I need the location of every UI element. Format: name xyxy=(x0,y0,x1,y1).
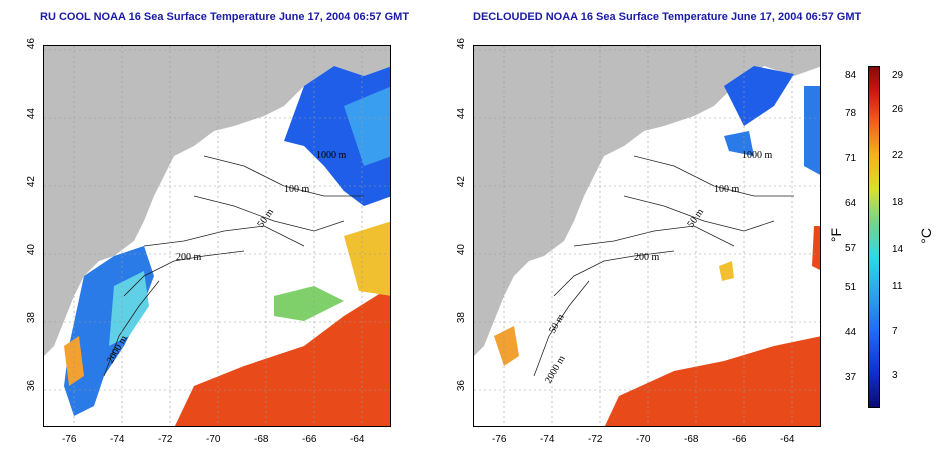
warm-water-south xyxy=(604,336,820,426)
colorbar-c-tick: 22 xyxy=(892,150,904,161)
land-mass xyxy=(44,46,390,356)
colorbar-f-tick: 64 xyxy=(845,198,857,209)
x-tick: -64 xyxy=(780,434,795,445)
x-tick: -66 xyxy=(732,434,747,445)
right-sst-map: 1000 m 100 m 50 m 200 m 50 m 2000 m xyxy=(473,45,821,427)
contour-label-50m: 50 m xyxy=(685,207,706,230)
colorbar-unit-celsius: °C xyxy=(918,228,934,244)
colorbar-f-tick: 57 xyxy=(845,243,857,254)
contour-label-200m: 200 m xyxy=(176,252,202,263)
contour-label-2000m: 2000 m xyxy=(543,354,568,386)
y-tick-40: 40 xyxy=(26,244,37,256)
y-tick-36: 36 xyxy=(26,380,37,392)
x-tick: -68 xyxy=(684,434,699,445)
y-tick-42: 42 xyxy=(26,176,37,188)
y-tick-46: 46 xyxy=(26,38,37,50)
contour-label-50m: 50 m xyxy=(255,207,276,230)
colorbar-f-tick: 37 xyxy=(845,372,857,383)
x-tick: -70 xyxy=(206,434,221,445)
colorbar-unit-fahrenheit: °F xyxy=(828,228,844,243)
colorbar-c-tick: 18 xyxy=(892,197,904,208)
left-map-title: RU COOL NOAA 16 Sea Surface Temperature … xyxy=(40,11,410,23)
land-mass xyxy=(474,46,820,356)
x-tick: -64 xyxy=(350,434,365,445)
contour-label-100m: 100 m xyxy=(284,184,310,195)
contour-label-1000m: 1000 m xyxy=(316,150,347,161)
contour-label-200m: 200 m xyxy=(634,252,660,263)
contour-label-1000m: 1000 m xyxy=(742,150,773,161)
colorbar-c-tick: 29 xyxy=(892,70,904,81)
left-sst-map: 1000 m 100 m 50 m 200 m 2000 m xyxy=(43,45,391,427)
colorbar-f-tick: 84 xyxy=(845,70,857,81)
y-tick-46: 46 xyxy=(456,38,467,50)
y-tick-40: 40 xyxy=(456,244,467,256)
colorbar-c-tick: 3 xyxy=(892,370,898,381)
y-tick-36: 36 xyxy=(456,380,467,392)
colorbar-f-tick: 78 xyxy=(845,108,857,119)
y-tick-44: 44 xyxy=(456,108,467,120)
x-tick: -76 xyxy=(62,434,77,445)
colorbar-c-tick: 7 xyxy=(892,326,898,337)
y-tick-38: 38 xyxy=(26,312,37,324)
cold-water-ne xyxy=(724,66,794,126)
x-tick: -74 xyxy=(110,434,125,445)
colorbar-c-tick: 11 xyxy=(892,281,903,292)
colorbar-f-tick: 44 xyxy=(845,327,857,338)
x-tick: -72 xyxy=(588,434,603,445)
colorbar-f-tick: 51 xyxy=(845,282,857,293)
y-tick-44: 44 xyxy=(26,108,37,120)
contour-label-50m-south: 50 m xyxy=(547,312,567,335)
colorbar-c-tick: 14 xyxy=(892,244,904,255)
y-tick-38: 38 xyxy=(456,312,467,324)
x-tick: -70 xyxy=(636,434,651,445)
right-map-title: DECLOUDED NOAA 16 Sea Surface Temperatur… xyxy=(473,11,862,23)
x-tick: -68 xyxy=(254,434,269,445)
contour-label-100m: 100 m xyxy=(714,184,740,195)
x-tick: -72 xyxy=(158,434,173,445)
x-tick: -76 xyxy=(492,434,507,445)
x-tick: -66 xyxy=(302,434,317,445)
colorbar-c-tick: 26 xyxy=(892,104,904,115)
colorbar-f-tick: 71 xyxy=(845,153,857,164)
x-tick: -74 xyxy=(540,434,555,445)
warm-water-south xyxy=(174,287,390,426)
y-tick-42: 42 xyxy=(456,176,467,188)
temperature-colorbar xyxy=(868,66,880,408)
